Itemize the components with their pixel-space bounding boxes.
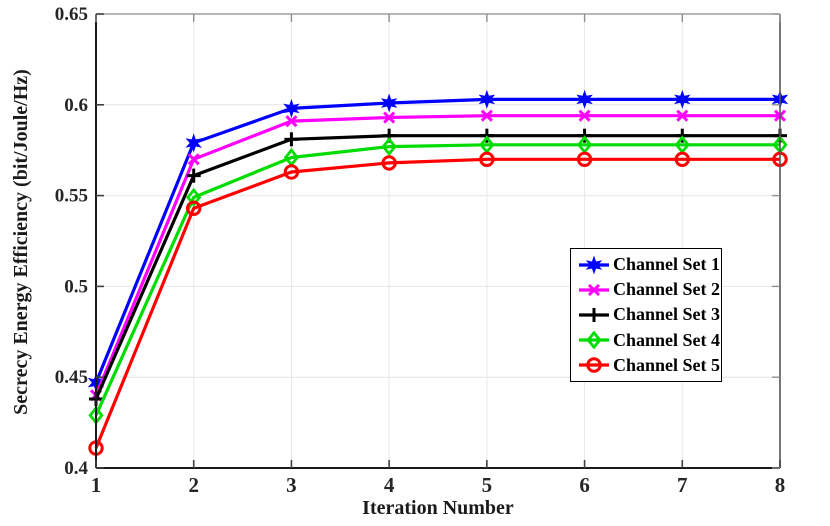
legend-item-channel-set-4: Channel Set 4 — [577, 328, 721, 353]
series-channel-set-5 — [88, 151, 788, 456]
y-axis-title: Secrecy Energy Efficiency (bit/Joule/Hz) — [10, 69, 32, 415]
legend-label: Channel Set 1 — [613, 254, 721, 275]
x-legend-icon — [579, 283, 609, 296]
legend-item-channel-set-3: Channel Set 3 — [577, 302, 721, 327]
x-tick-label: 5 — [482, 473, 493, 497]
x-tick-label: 3 — [286, 473, 297, 497]
x-axis-title: Iteration Number — [362, 497, 514, 519]
x-tick-label: 6 — [579, 473, 590, 497]
hexagram-marker-icon — [674, 89, 691, 109]
x-tick-label: 8 — [775, 473, 786, 497]
x-marker-icon — [383, 111, 396, 124]
circle-marker-icon — [586, 357, 602, 374]
series-line — [94, 134, 780, 400]
x-marker-icon — [187, 153, 200, 166]
hexagram-legend-icon — [579, 255, 609, 275]
circle-marker-icon — [576, 151, 593, 167]
hexagram-marker-icon — [283, 98, 300, 118]
legend-label: Channel Set 4 — [613, 329, 721, 350]
hexagram-marker-icon — [380, 93, 398, 113]
hexagram-marker-icon — [185, 133, 202, 153]
circle-marker-icon — [381, 155, 397, 171]
hexagram-marker-icon — [478, 89, 496, 109]
plus-legend-icon — [579, 307, 609, 322]
diamond-marker-icon — [586, 330, 602, 350]
x-marker-icon — [676, 109, 689, 122]
circle-marker-icon — [674, 151, 690, 167]
legend: Channel Set 1 Channel Set 2 Channel Set 3 C… — [570, 248, 722, 382]
series-line — [94, 143, 780, 416]
circle-marker-icon — [283, 164, 300, 180]
hexagram-marker-icon — [585, 255, 603, 275]
y-tick-label: 0.5 — [64, 276, 88, 297]
circle-legend-icon — [579, 357, 609, 374]
x-marker-icon — [285, 115, 298, 128]
x-tick-label: 1 — [91, 473, 102, 497]
y-tick-label: 0.45 — [55, 367, 88, 388]
series-line — [94, 114, 780, 397]
y-tick-label: 0.65 — [55, 4, 88, 25]
y-tick-label: 0.6 — [64, 95, 88, 116]
series-line — [94, 97, 780, 384]
legend-label: Channel Set 2 — [613, 279, 721, 300]
hexagram-marker-icon — [576, 89, 593, 109]
x-tick-label: 4 — [384, 473, 395, 497]
x-marker-icon — [587, 283, 601, 296]
circle-marker-icon — [186, 200, 202, 217]
diamond-marker-icon — [381, 137, 397, 157]
x-tick-label: 2 — [188, 473, 199, 497]
x-marker-icon — [480, 109, 493, 122]
circle-marker-icon — [479, 151, 495, 167]
legend-item-channel-set-5: Channel Set 5 — [577, 353, 721, 378]
y-tick-label: 0.4 — [64, 458, 88, 479]
legend-item-channel-set-2: Channel Set 2 — [577, 277, 721, 302]
y-tick-label: 0.55 — [55, 186, 88, 207]
x-tick-label: 7 — [677, 473, 688, 497]
legend-label: Channel Set 3 — [613, 304, 721, 325]
diamond-legend-icon — [579, 330, 609, 350]
diamond-marker-icon — [186, 187, 202, 207]
x-marker-icon — [578, 109, 591, 122]
series-line — [94, 157, 780, 449]
legend-item-channel-set-1: Channel Set 1 — [577, 252, 721, 277]
legend-label: Channel Set 5 — [613, 354, 721, 375]
